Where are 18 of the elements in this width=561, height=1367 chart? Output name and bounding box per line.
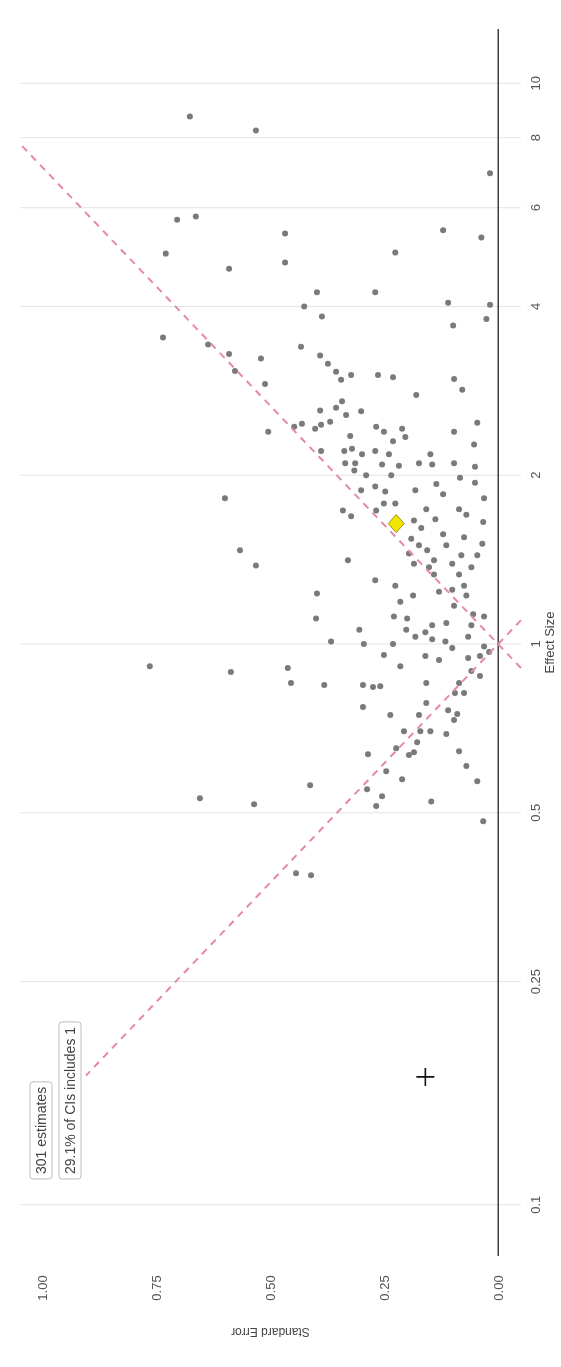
y-tick-label: 0.1: [527, 1195, 543, 1214]
y-tick-label: 2: [527, 471, 543, 479]
x-tick-label: 0.25: [376, 1275, 392, 1301]
y-tick-label: 10: [527, 76, 543, 91]
y-tick-label: 0.25: [527, 968, 543, 995]
annotation: 301 estimates: [32, 1086, 49, 1174]
y-tick-label: 6: [527, 204, 543, 212]
y-tick-label: 1: [527, 640, 543, 648]
y-tick-label: 8: [527, 134, 543, 142]
x-tick-label: 0.00: [490, 1275, 506, 1301]
annotation: 29.1% of CIs includes 1: [61, 1026, 78, 1174]
x-tick-label: 0.75: [149, 1275, 165, 1301]
y-axis-title: Effect Size: [541, 611, 557, 674]
x-axis-title: Standard Error: [231, 1324, 310, 1339]
y-tick-label: 0.5: [527, 803, 543, 822]
y-tick-label: 4: [527, 302, 543, 311]
x-tick-label: 1.00: [35, 1275, 51, 1301]
x-tick-label: 0.50: [263, 1275, 279, 1301]
